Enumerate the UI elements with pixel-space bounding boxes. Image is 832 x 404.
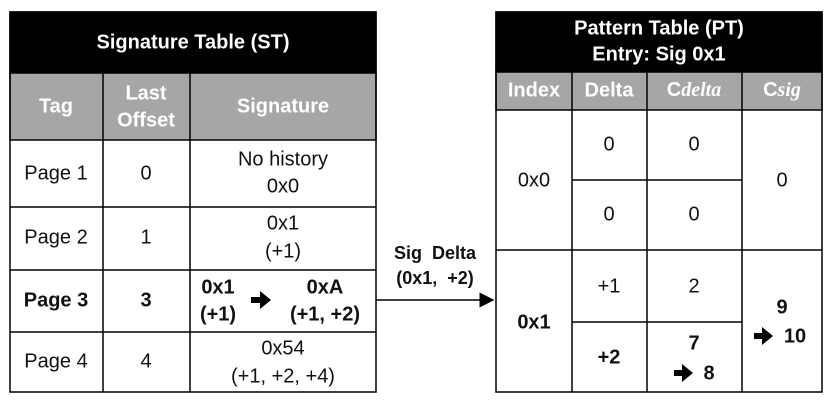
pt-title: Pattern Table (PT) xyxy=(574,17,744,39)
st-signature-new: (+1, +2) xyxy=(290,303,360,325)
st-tag: Page 4 xyxy=(24,350,87,372)
pt-c-sig-new: 10 xyxy=(784,325,806,347)
pt-c-delta-new: 8 xyxy=(703,362,714,384)
pt-c-delta-old: 7 xyxy=(688,332,699,354)
st-signature-new: 0xA xyxy=(307,276,344,298)
pt-c-sig-old: 9 xyxy=(776,296,787,318)
pt-header-part: C xyxy=(763,79,777,101)
pt-header: Cdelta xyxy=(667,79,721,102)
st-signature: 0x0 xyxy=(267,175,299,197)
pt-c-delta: 0 xyxy=(688,133,699,155)
pt-c-sig: 0 xyxy=(776,169,787,191)
st-signature: (+1, +2, +4) xyxy=(231,365,335,387)
pt-c-delta: 0 xyxy=(688,203,699,225)
pt-header: Delta xyxy=(585,79,635,101)
pt-header: Index xyxy=(508,79,560,101)
pt-delta: +1 xyxy=(598,275,621,297)
signature-table xyxy=(9,11,377,393)
st-header: Last xyxy=(125,82,166,104)
pt-header: Csig xyxy=(763,79,801,102)
update-arrow xyxy=(251,291,271,309)
st-header: Signature xyxy=(237,95,329,117)
pt-delta: 0 xyxy=(603,133,614,155)
st-header: Tag xyxy=(39,95,73,117)
pt-border xyxy=(495,11,823,393)
pt-index: 0x0 xyxy=(518,169,550,191)
st-header: Offset xyxy=(117,109,175,131)
st-offset: 1 xyxy=(140,226,151,248)
connector-label: Sig Delta xyxy=(394,243,477,263)
st-tag: Page 3 xyxy=(24,289,88,311)
st-signature: No history xyxy=(238,148,328,170)
st-signature: 0x54 xyxy=(261,337,304,359)
st-signature: 0x1 xyxy=(267,212,299,234)
st-offset: 3 xyxy=(140,289,151,311)
pt-header-part: sig xyxy=(777,79,801,101)
pt-header-bar xyxy=(495,71,823,111)
pt-delta: 0 xyxy=(603,203,614,225)
st-header-bar xyxy=(9,72,377,141)
pt-header-part: C xyxy=(667,79,681,101)
update-arrow xyxy=(754,327,773,345)
pattern-table xyxy=(495,11,823,393)
st-signature: (+1) xyxy=(265,240,301,262)
pt-c-delta: 2 xyxy=(688,275,699,297)
st-signature-old: 0x1 xyxy=(201,276,234,298)
st-tag: Page 2 xyxy=(24,226,87,248)
pt-title: Entry: Sig 0x1 xyxy=(592,43,725,65)
pt-delta: +2 xyxy=(598,346,621,368)
connector-label: (0x1, +2) xyxy=(396,268,474,288)
st-title-bar xyxy=(9,11,377,74)
st-tag: Page 1 xyxy=(24,162,87,184)
pt-header-part: delta xyxy=(681,79,721,101)
st-offset: 0 xyxy=(140,162,151,184)
update-arrow xyxy=(674,364,693,382)
st-signature-old: (+1) xyxy=(200,303,236,325)
st-border xyxy=(9,11,377,393)
st-title: Signature Table (ST) xyxy=(97,31,290,53)
pt-index: 0x1 xyxy=(517,311,550,333)
st-offset: 4 xyxy=(140,350,151,372)
